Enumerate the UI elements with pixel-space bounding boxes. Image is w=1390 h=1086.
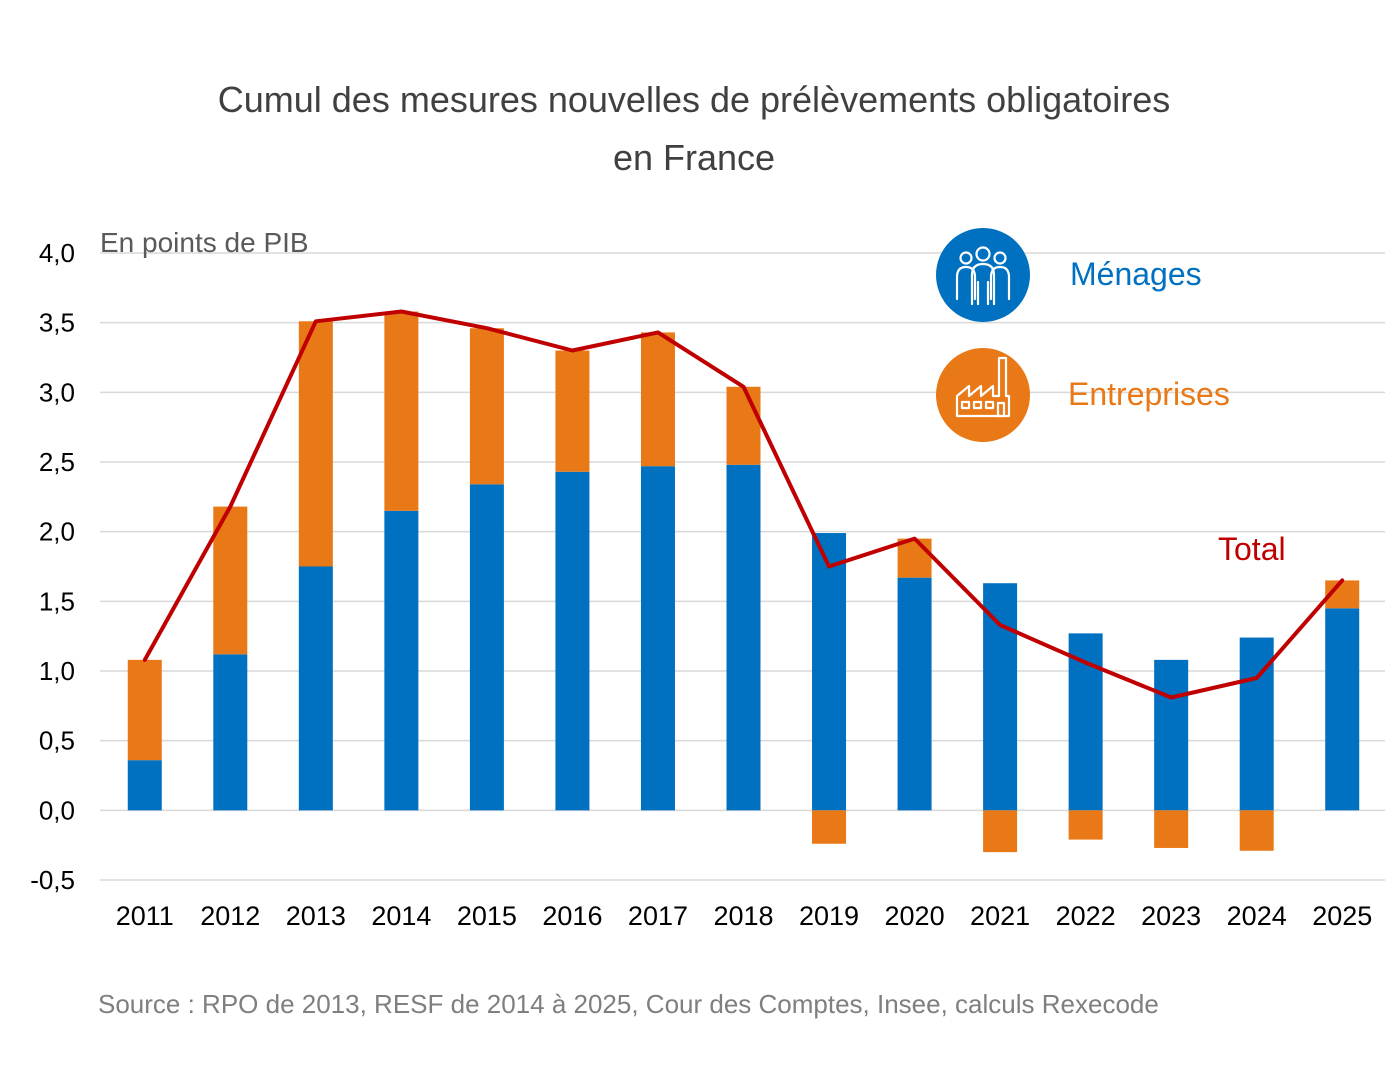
x-tick-label: 2025 <box>1312 901 1372 931</box>
bar-menages-2019 <box>812 533 847 811</box>
bar-entreprises-2016 <box>555 350 590 472</box>
bar-menages-2020 <box>897 577 932 811</box>
bar-entreprises-2011 <box>127 659 162 761</box>
bar-menages-2025 <box>1325 608 1360 811</box>
bar-menages-2014 <box>384 510 419 811</box>
x-tick-label: 2024 <box>1227 901 1287 931</box>
bar-entreprises-2012 <box>213 506 248 655</box>
y-axis-unit-label: En points de PIB <box>100 227 309 258</box>
y-tick-label: 0,5 <box>39 726 75 756</box>
households-icon-circle <box>936 228 1030 322</box>
lines <box>142 309 1345 700</box>
bar-entreprises-2019 <box>812 810 847 844</box>
x-tick-label: 2020 <box>885 901 945 931</box>
x-tick-label: 2019 <box>799 901 859 931</box>
y-tick-label: 3,0 <box>39 377 75 407</box>
x-tick-label: 2016 <box>542 901 602 931</box>
bar-menages-2016 <box>555 471 590 811</box>
legend-label-total: Total <box>1218 531 1286 567</box>
bar-menages-2012 <box>213 654 248 811</box>
bar-menages-2023 <box>1154 659 1189 811</box>
bar-entreprises-2018 <box>726 386 761 465</box>
y-tick-label: -0,5 <box>30 865 75 895</box>
y-tick-label: 1,5 <box>39 586 75 616</box>
y-tick-label: 0,0 <box>39 795 75 825</box>
bar-menages-2011 <box>127 760 162 811</box>
households-icon <box>936 228 1030 322</box>
x-tick-label: 2013 <box>286 901 346 931</box>
legend-item-menages: Ménages <box>936 228 1202 322</box>
x-tick-label: 2017 <box>628 901 688 931</box>
x-axis-labels: 2011 2012 2013 2014 2015 2016 2017 2018 2019 2020… <box>116 901 1373 931</box>
chart-title-line-1: Cumul des mesures nouvelles de prélèveme… <box>218 79 1171 120</box>
y-tick-label: 2,5 <box>39 447 75 477</box>
households-icon-figures <box>955 246 1011 306</box>
x-tick-label: 2021 <box>970 901 1030 931</box>
legend-label-menages: Ménages <box>1070 256 1202 292</box>
legend-label-entreprises: Entreprises <box>1068 376 1230 412</box>
bar-menages-2013 <box>298 566 333 811</box>
bar-entreprises-2013 <box>298 321 333 567</box>
y-axis-labels: -0,5 0,0 0,5 1,0 1,5 2,0 2,5 3,0 3,5 4,0 <box>30 238 75 895</box>
bar-entreprises-2020 <box>897 538 932 578</box>
source-note: Source : RPO de 2013, RESF de 2014 à 202… <box>98 989 1159 1019</box>
legend-item-entreprises: Entreprises <box>936 348 1230 442</box>
x-tick-label: 2012 <box>200 901 260 931</box>
y-tick-label: 3,5 <box>39 308 75 338</box>
bar-entreprises-2023 <box>1154 810 1189 848</box>
chart-title-line-2: en France <box>613 137 775 178</box>
x-tick-label: 2022 <box>1056 901 1116 931</box>
y-tick-label: 2,0 <box>39 517 75 547</box>
x-tick-label: 2015 <box>457 901 517 931</box>
bar-menages-2021 <box>983 583 1018 811</box>
bar-entreprises-2014 <box>384 311 419 511</box>
y-tick-label: 4,0 <box>39 238 75 268</box>
bar-menages-2015 <box>469 484 504 811</box>
bar-entreprises-2017 <box>640 332 675 467</box>
x-tick-label: 2018 <box>713 901 773 931</box>
bar-entreprises-2024 <box>1239 810 1274 851</box>
bar-entreprises-2022 <box>1068 810 1103 840</box>
y-tick-label: 1,0 <box>39 656 75 686</box>
bar-menages-2017 <box>640 466 675 811</box>
bar-entreprises-2015 <box>469 328 504 485</box>
factory-icon <box>936 348 1030 442</box>
bar-menages-2022 <box>1068 633 1103 811</box>
line-total <box>142 309 1345 700</box>
factory-icon-building <box>955 356 1011 418</box>
bars <box>127 311 1360 853</box>
x-tick-label: 2014 <box>371 901 431 931</box>
x-tick-label: 2023 <box>1141 901 1201 931</box>
bar-entreprises-2021 <box>983 810 1018 853</box>
bar-menages-2018 <box>726 464 761 811</box>
x-tick-label: 2011 <box>116 901 174 931</box>
